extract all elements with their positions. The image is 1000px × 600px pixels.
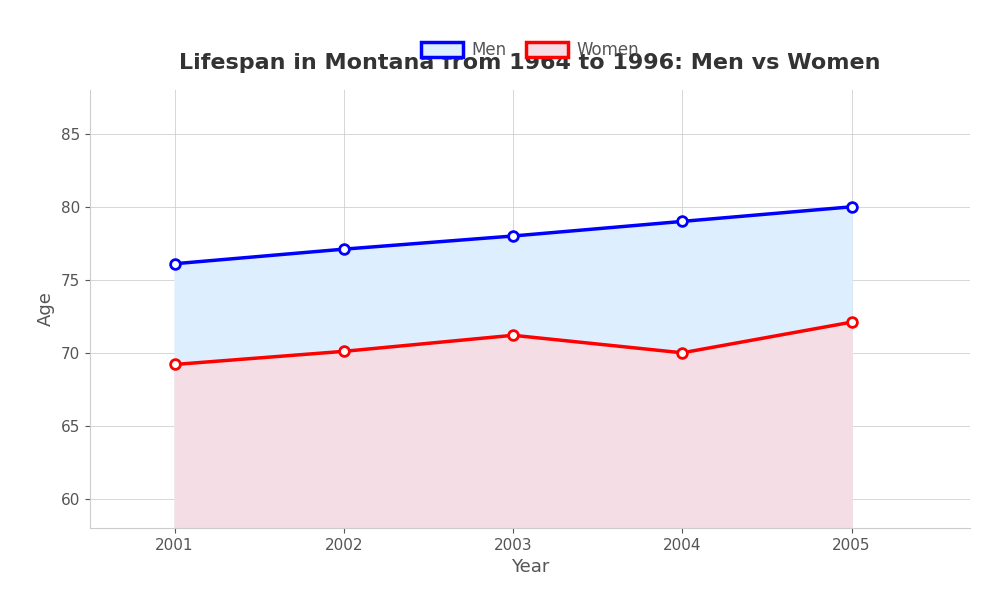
X-axis label: Year: Year [511, 558, 549, 576]
Legend: Men, Women: Men, Women [421, 41, 639, 59]
Title: Lifespan in Montana from 1964 to 1996: Men vs Women: Lifespan in Montana from 1964 to 1996: M… [179, 53, 881, 73]
Y-axis label: Age: Age [37, 292, 55, 326]
